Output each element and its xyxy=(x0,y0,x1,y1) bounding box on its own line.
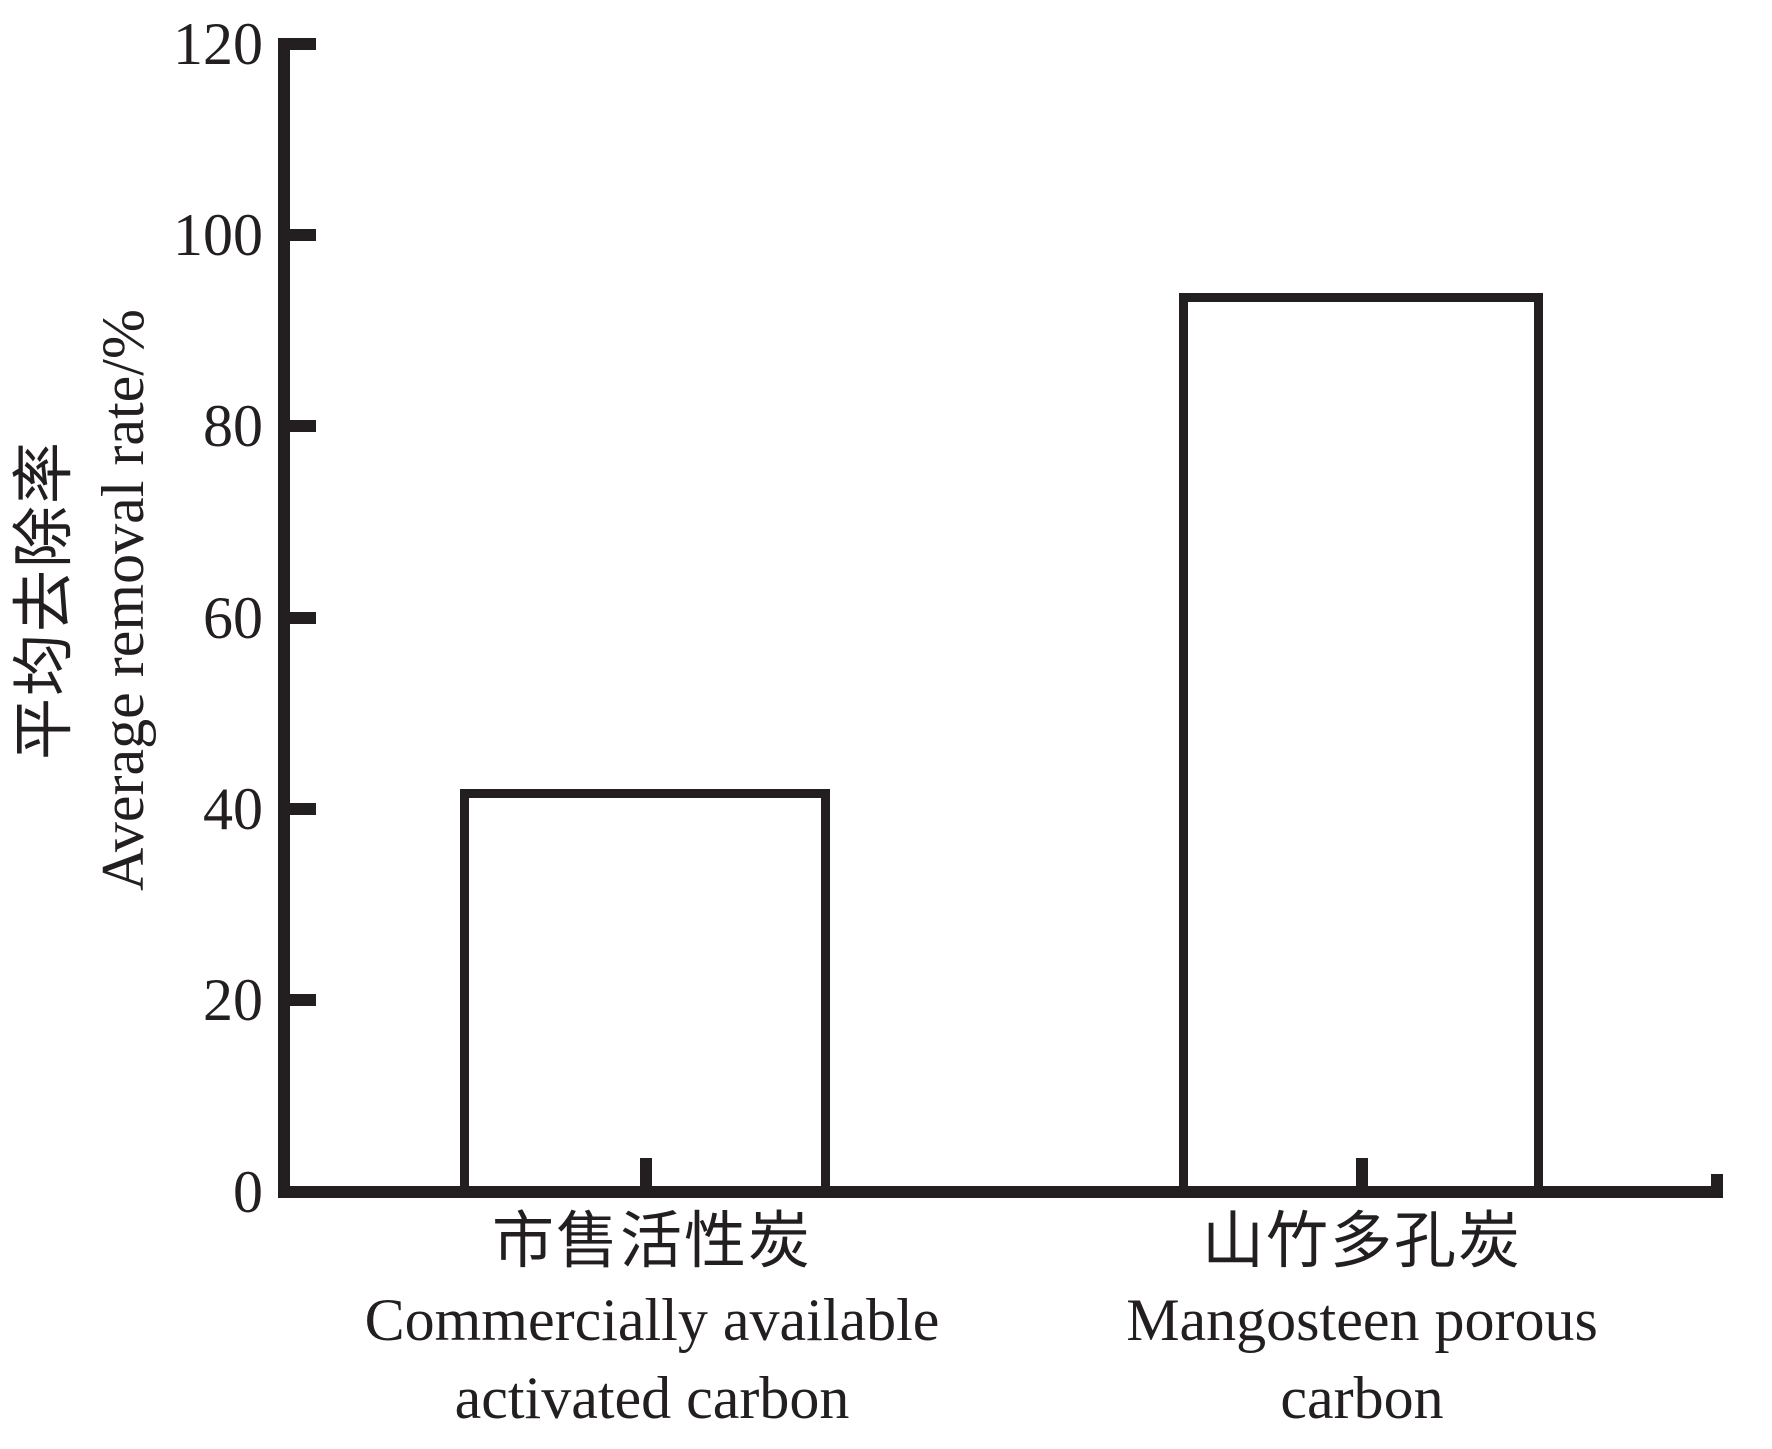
y-tick-label-60: 60 xyxy=(203,585,263,651)
y-tick-40 xyxy=(290,803,316,815)
x-label-chinese: 山竹多孔炭 xyxy=(1201,1208,1522,1276)
x-label-english-line2: activated carbon xyxy=(454,1365,850,1431)
x-tick-commercially-available xyxy=(640,1158,652,1186)
y-tick-label-120: 120 xyxy=(173,11,263,77)
x-label-chinese: 市售活性炭 xyxy=(491,1208,812,1276)
x-tick-mangosteen xyxy=(1356,1158,1368,1186)
x-label-english-line2: carbon xyxy=(1280,1365,1444,1431)
y-tick-60 xyxy=(290,612,316,624)
y-axis-line xyxy=(278,38,290,1198)
x-label-commercially-available-activated-carbon: 市售活性炭 Commercially available activated c… xyxy=(272,1203,1032,1437)
y-tick-100 xyxy=(290,229,316,241)
y-tick-label-80: 80 xyxy=(203,393,263,459)
y-tick-label-0: 0 xyxy=(233,1159,263,1225)
y-tick-80 xyxy=(290,420,316,432)
x-label-english-line1: Mangosteen porous xyxy=(1126,1287,1598,1353)
y-tick-label-100: 100 xyxy=(173,202,263,268)
bar-mangosteen-porous-carbon xyxy=(1179,293,1543,1186)
y-tick-120 xyxy=(290,38,316,50)
x-label-mangosteen-porous-carbon: 山竹多孔炭 Mangosteen porous carbon xyxy=(982,1203,1742,1437)
y-tick-20 xyxy=(290,994,316,1006)
y-tick-label-20: 20 xyxy=(203,967,263,1033)
x-axis-line xyxy=(278,1186,1723,1198)
y-tick-label-40: 40 xyxy=(203,776,263,842)
x-label-english-line1: Commercially available xyxy=(364,1287,940,1353)
bar-commercially-available-activated-carbon xyxy=(460,789,830,1186)
x-axis-end-tick xyxy=(1711,1174,1723,1188)
